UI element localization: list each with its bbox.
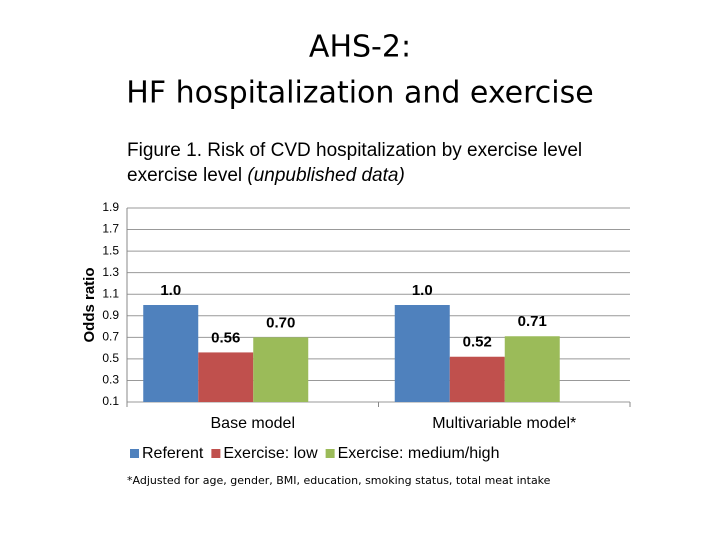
value-label: 0.70 — [266, 314, 295, 331]
bar — [143, 305, 199, 402]
chart-subtitle: exercise level (unpublished data) — [127, 165, 405, 186]
slide-title: HF hospitalization and exercise — [126, 76, 593, 111]
y-tick-label: 1.5 — [102, 243, 119, 257]
y-tick-label: 0.3 — [102, 373, 119, 387]
y-tick-label: 0.7 — [102, 330, 119, 344]
slide-title: AHS-2: — [309, 30, 411, 65]
value-label: 0.56 — [211, 329, 240, 346]
y-tick-label: 0.5 — [102, 351, 119, 365]
legend-swatch — [325, 449, 335, 458]
x-tick-label: Multivariable model* — [432, 415, 576, 432]
y-axis-label: Odds ratio — [81, 267, 98, 342]
legend-label: Exercise: low — [223, 445, 318, 462]
y-tick-label: 1.1 — [102, 286, 119, 300]
y-tick-label: 1.9 — [102, 200, 119, 214]
value-label: 1.0 — [160, 282, 181, 299]
y-tick-label: 1.3 — [102, 265, 119, 279]
legend-swatch — [211, 449, 221, 458]
y-tick-label: 1.7 — [102, 222, 119, 236]
legend-label: Referent — [142, 445, 204, 462]
bar — [253, 337, 309, 402]
footnote: *Adjusted for age, gender, BMI, educatio… — [127, 474, 551, 487]
y-tick-label: 0.9 — [102, 308, 119, 322]
bar — [198, 352, 254, 402]
value-label: 0.71 — [518, 313, 547, 330]
bar — [504, 336, 560, 402]
legend-swatch — [130, 449, 139, 458]
x-tick-label: Base model — [211, 415, 296, 432]
chart-subtitle-prefix: exercise level — [127, 165, 247, 186]
bar — [394, 305, 450, 402]
chart-title: Figure 1. Risk of CVD hospitalization by… — [127, 140, 582, 161]
value-label: 0.52 — [463, 334, 492, 351]
bar — [449, 356, 505, 402]
y-tick-label: 0.1 — [102, 394, 119, 408]
chart-subtitle-note: (unpublished data) — [247, 165, 404, 186]
legend-label: Exercise: medium/high — [338, 445, 500, 462]
value-label: 1.0 — [412, 282, 433, 299]
